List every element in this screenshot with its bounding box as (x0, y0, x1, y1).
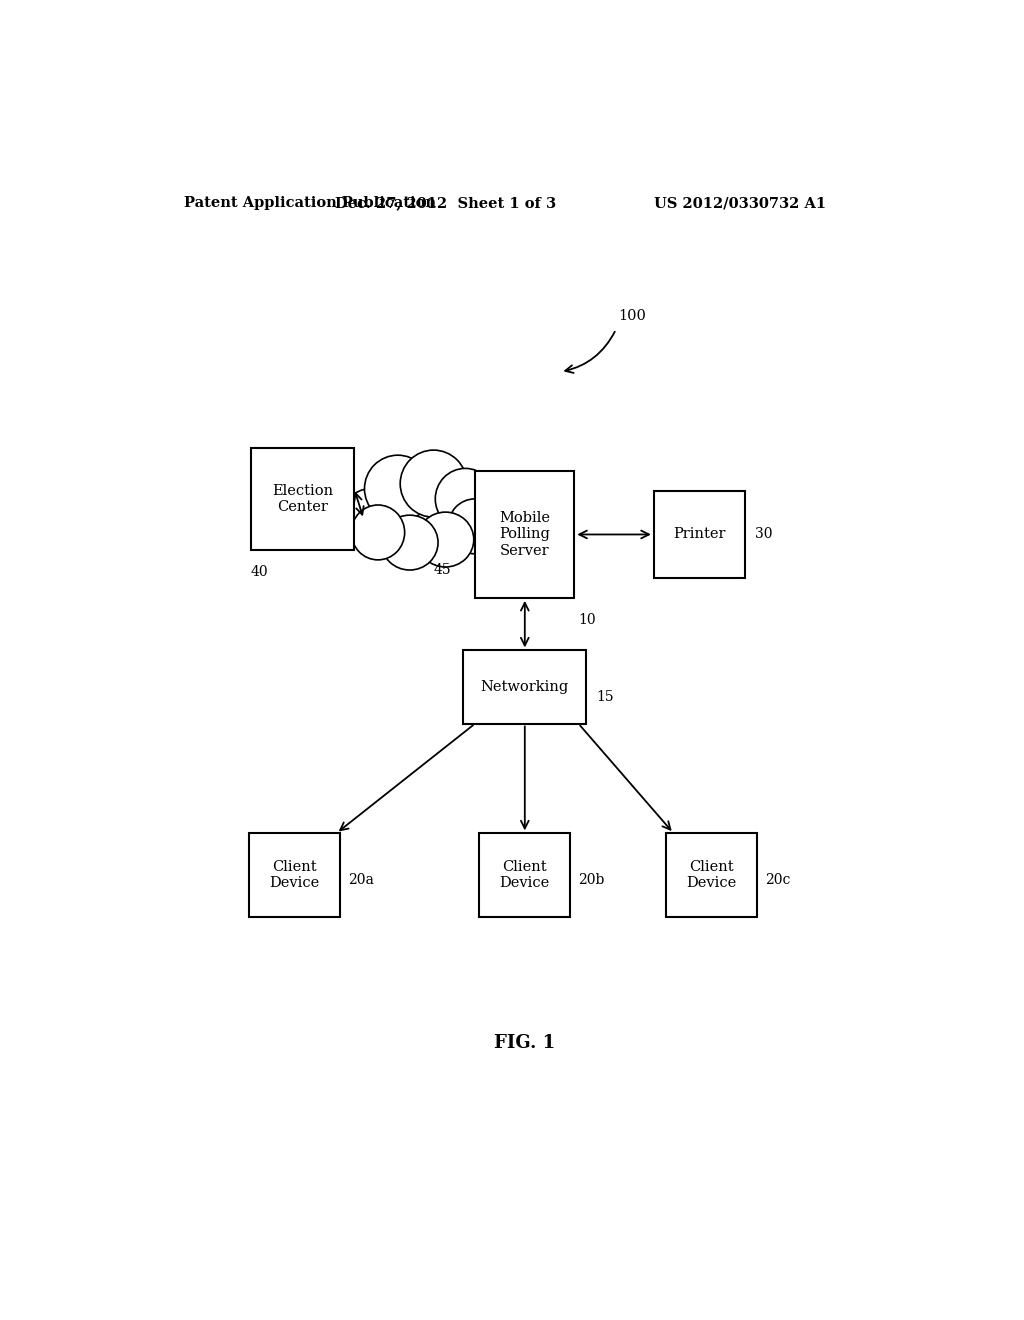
Text: Mobile
Polling
Server: Mobile Polling Server (500, 511, 550, 557)
Text: 45: 45 (433, 564, 452, 577)
Text: Client
Device: Client Device (500, 859, 550, 890)
Text: Dec. 27, 2012  Sheet 1 of 3: Dec. 27, 2012 Sheet 1 of 3 (335, 197, 556, 210)
Text: FIG. 1: FIG. 1 (495, 1034, 555, 1052)
Text: US 2012/0330732 A1: US 2012/0330732 A1 (654, 197, 826, 210)
Ellipse shape (342, 488, 398, 549)
Bar (249, 833, 340, 916)
Ellipse shape (449, 499, 502, 554)
Ellipse shape (417, 512, 474, 568)
Ellipse shape (365, 455, 431, 523)
Ellipse shape (400, 450, 467, 517)
Ellipse shape (381, 515, 438, 570)
Text: Election
Center: Election Center (272, 484, 333, 513)
Ellipse shape (351, 506, 404, 560)
Bar (463, 651, 587, 723)
Text: 20b: 20b (579, 873, 605, 887)
Ellipse shape (435, 469, 496, 529)
Bar (251, 447, 354, 549)
Text: 15: 15 (596, 690, 613, 704)
Text: Client
Device: Client Device (269, 859, 319, 890)
Text: Patent Application Publication: Patent Application Publication (183, 197, 435, 210)
Text: 20c: 20c (765, 873, 791, 887)
Text: Networking: Networking (480, 680, 569, 694)
Text: Client
Device: Client Device (686, 859, 736, 890)
Text: 20a: 20a (348, 873, 374, 887)
Text: 100: 100 (618, 309, 646, 323)
Bar (475, 471, 574, 598)
Text: 30: 30 (755, 528, 772, 541)
Text: Printer: Printer (673, 528, 726, 541)
Bar (479, 833, 570, 916)
Text: 10: 10 (579, 614, 596, 627)
Bar (666, 833, 757, 916)
Bar (653, 491, 745, 578)
Text: 40: 40 (251, 565, 268, 579)
